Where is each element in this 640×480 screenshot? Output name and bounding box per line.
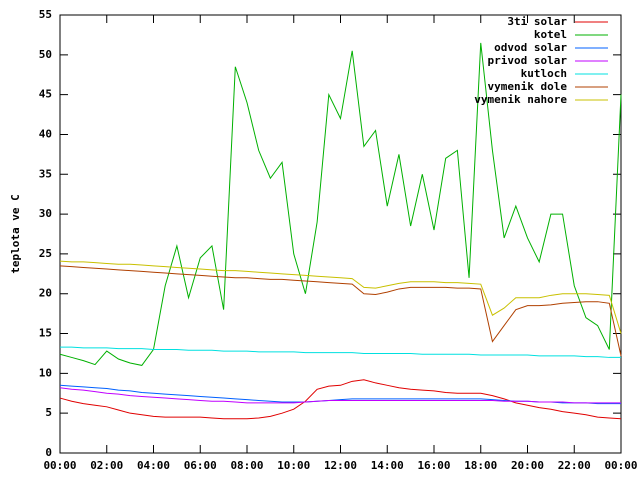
x-tick-label: 02:00 <box>90 459 123 472</box>
series-line <box>59 260 622 334</box>
x-tick-label: 04:00 <box>137 459 170 472</box>
x-tick-label: 16:00 <box>417 459 450 472</box>
x-tick-label: 10:00 <box>277 459 310 472</box>
y-tick-label: 35 <box>39 167 52 180</box>
y-tick-label: 30 <box>39 207 52 220</box>
legend-label: kutloch <box>521 67 567 80</box>
legend-label: 3ti solar <box>507 15 567 28</box>
y-tick-label: 0 <box>45 446 52 459</box>
y-tick-label: 55 <box>39 8 52 21</box>
y-tick-label: 45 <box>39 88 52 101</box>
y-tick-label: 10 <box>39 366 52 379</box>
x-tick-label: 00:00 <box>604 459 637 472</box>
legend-label: vymenik dole <box>488 80 568 93</box>
y-tick-label: 5 <box>45 406 52 419</box>
series-line <box>59 379 622 420</box>
x-tick-label: 20:00 <box>511 459 544 472</box>
y-axis-label: teplota ve C <box>9 194 22 273</box>
y-tick-label: 15 <box>39 327 52 340</box>
y-tick-label: 40 <box>39 127 52 140</box>
series-line <box>59 387 621 404</box>
series-line <box>59 265 622 356</box>
legend-label: privod solar <box>488 54 568 67</box>
legend-label: kotel <box>534 28 567 41</box>
series-line <box>60 346 621 358</box>
y-tick-label: 20 <box>39 287 52 300</box>
legend-label: odvod solar <box>494 41 567 54</box>
x-tick-label: 22:00 <box>558 459 591 472</box>
x-tick-label: 18:00 <box>464 459 497 472</box>
y-tick-label: 50 <box>39 48 52 61</box>
x-tick-label: 08:00 <box>230 459 263 472</box>
x-tick-label: 06:00 <box>184 459 217 472</box>
y-tick-label: 25 <box>39 247 52 260</box>
legend-label: vymenik nahore <box>474 93 567 106</box>
x-tick-label: 14:00 <box>371 459 404 472</box>
x-tick-label: 12:00 <box>324 459 357 472</box>
x-tick-label: 00:00 <box>43 459 76 472</box>
